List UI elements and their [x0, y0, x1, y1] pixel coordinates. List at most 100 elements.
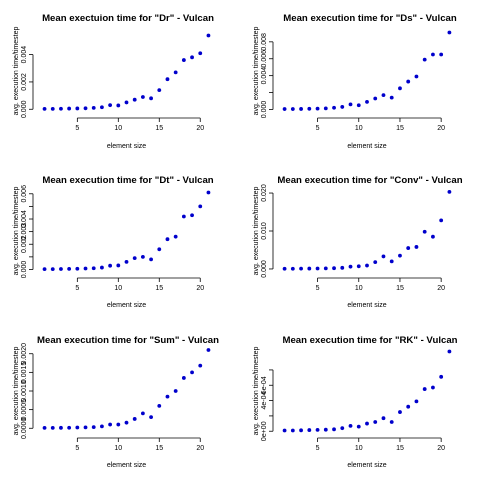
data-point	[140, 95, 145, 99]
data-point	[116, 263, 121, 268]
x-tick-label: 20	[196, 445, 204, 452]
data-point	[124, 420, 129, 425]
chart-panel-6: Mean execution time for "RK" - Vulcan 0e+…	[253, 335, 458, 469]
x-tick-label: 5	[75, 445, 79, 452]
x-tick-label: 5	[316, 445, 320, 452]
chart-panel-4: Mean execution time for "Conv" - Vulcan 0…	[253, 175, 463, 309]
data-point	[381, 416, 386, 421]
data-point	[348, 102, 353, 107]
data-point	[173, 234, 178, 239]
x-axis-label: element size	[107, 302, 146, 309]
y-tick-label: 0.0000	[21, 417, 28, 439]
data-point	[389, 95, 394, 100]
data-point	[116, 103, 121, 108]
y-tick-label: 0.0010	[21, 380, 28, 402]
data-point	[59, 425, 63, 430]
data-point	[59, 106, 63, 111]
data-point	[67, 425, 72, 430]
data-point	[157, 88, 162, 93]
data-point	[290, 428, 295, 433]
y-tick-label: 0.000	[21, 100, 28, 118]
data-point	[299, 428, 303, 433]
data-point	[422, 387, 427, 391]
chart-panel-1: Mean exectuion time for "Dr" - Vulcan 0.0…	[13, 13, 214, 150]
data-point	[190, 213, 194, 218]
data-point	[356, 264, 361, 269]
data-point	[67, 266, 72, 271]
data-point	[83, 266, 88, 271]
x-axis-label: element size	[347, 143, 386, 150]
y-axis-label: avg. execution time/timestep	[13, 27, 20, 116]
data-point	[414, 399, 419, 404]
y-tick-label: 4e-04	[261, 392, 268, 410]
y-tick-label: 0.0005	[21, 399, 28, 421]
data-point	[100, 105, 104, 110]
y-tick-label: 0.0015	[21, 362, 28, 384]
data-point	[132, 417, 137, 421]
data-point	[91, 425, 96, 430]
data-point	[149, 257, 153, 262]
x-tick-label: 10	[355, 445, 363, 452]
y-axis-label: avg. execution time/timestep	[253, 27, 260, 116]
data-point	[282, 107, 287, 111]
data-point	[108, 103, 113, 108]
data-point	[198, 51, 203, 56]
data-point	[108, 263, 113, 268]
y-tick-label: 0.006	[21, 185, 28, 203]
data-point	[290, 266, 295, 271]
x-tick-label: 5	[75, 125, 79, 132]
data-point	[340, 265, 345, 270]
y-axis-label: avg. execution time/timestep	[13, 347, 20, 436]
data-point	[373, 260, 378, 265]
y-tick-label: 0.020	[261, 184, 268, 202]
data-point	[398, 253, 402, 258]
x-axis-label: element size	[107, 143, 146, 150]
data-point	[149, 96, 153, 101]
data-point	[381, 254, 386, 259]
data-point	[124, 260, 129, 264]
data-point	[332, 266, 336, 271]
data-point	[356, 103, 361, 108]
data-point	[373, 420, 378, 424]
x-tick-label: 15	[155, 285, 163, 292]
data-point	[315, 266, 320, 271]
y-tick-label: 6e-04	[261, 376, 268, 394]
data-point	[42, 267, 47, 271]
data-point	[282, 266, 287, 271]
y-tick-label: 0.010	[261, 222, 268, 240]
data-point	[165, 394, 170, 399]
data-point	[398, 410, 402, 414]
data-point	[340, 105, 345, 109]
x-tick-label: 15	[396, 285, 404, 292]
data-point	[398, 86, 402, 91]
chart-panel-3: Mean execution time for "Dt" - Vulcan 0.0…	[13, 175, 214, 309]
data-point	[100, 265, 104, 270]
data-point	[59, 267, 63, 271]
y-tick-label: 0.002	[21, 235, 28, 253]
x-tick-label: 10	[114, 125, 122, 132]
x-axis-label: element size	[347, 462, 386, 469]
data-point	[315, 106, 320, 111]
data-point	[431, 234, 435, 239]
chart-title: Mean exectuion time for "Dr" - Vulcan	[42, 13, 214, 24]
chart-title: Mean execution time for "Conv" - Vulcan	[277, 175, 462, 186]
data-point	[307, 428, 312, 432]
data-point	[198, 204, 203, 209]
x-tick-label: 5	[316, 125, 320, 132]
y-tick-label: 0.006	[261, 50, 268, 68]
data-point	[414, 245, 419, 249]
x-tick-label: 20	[196, 285, 204, 292]
y-tick-label: 0.004	[261, 67, 268, 85]
chart-panel-2: Mean execution time for "Ds" - Vulcan 0.0…	[253, 13, 457, 150]
data-point	[340, 426, 345, 431]
data-point	[190, 370, 194, 375]
x-tick-label: 15	[155, 445, 163, 452]
data-point	[140, 411, 145, 416]
y-tick-label: 0.002	[21, 73, 28, 91]
data-point	[67, 106, 72, 111]
data-point	[181, 376, 186, 380]
y-axis-label: avg. execution time/timestep	[253, 347, 260, 436]
x-tick-label: 5	[316, 285, 320, 292]
chart-panel-5: Mean execution time for "Sum" - Vulcan 0.…	[13, 335, 219, 469]
data-point	[406, 79, 411, 84]
